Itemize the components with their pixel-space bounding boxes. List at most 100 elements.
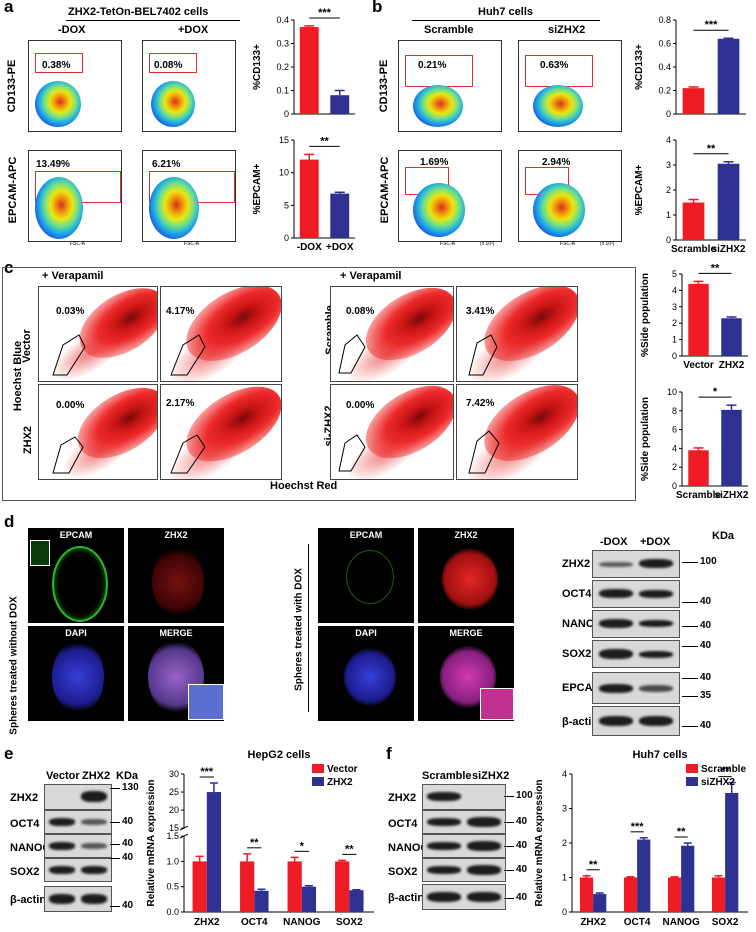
panel-e-letter: e <box>4 744 14 763</box>
row-label-vector: Vector <box>20 329 33 363</box>
flow-density-cloud <box>413 85 463 127</box>
wb-band <box>599 684 633 693</box>
y-tick-label: 0.4 <box>658 62 671 72</box>
wb-marker: 40 <box>516 864 528 875</box>
y-tick-label: 25 <box>169 787 179 797</box>
bar <box>579 877 594 912</box>
wb-f-strip-nanog <box>422 834 506 858</box>
flow-percent-a2: 0.08% <box>154 60 183 71</box>
wb-marker: 40 <box>700 640 712 651</box>
wb-marker-tick <box>682 562 698 563</box>
y-tick-label: 30 <box>169 769 179 779</box>
flow-gate <box>35 53 83 73</box>
wb-f-col-2: siZHX2 <box>472 770 510 782</box>
bar <box>192 861 207 912</box>
flow-x-axis-label: FSC-A <box>70 241 85 247</box>
wb-d-row-label: SOX2 <box>562 648 592 660</box>
flow-percent-b3: 1.69% <box>420 157 449 168</box>
micro-title: MERGE <box>159 628 193 638</box>
flow-plot-a4 <box>142 150 236 242</box>
significance-stars: ** <box>677 826 686 838</box>
micro-epcam-no-dox: EPCAM <box>28 528 124 623</box>
panel-a-title: ZHX2-TetOn-BEL7402 cells <box>68 6 209 18</box>
wb-f-strip-actin <box>422 884 506 910</box>
y-tick-label: 2 <box>562 838 567 848</box>
panel-b-title: Huh7 cells <box>478 6 534 18</box>
panel-b-col-label-2: siZHX2 <box>548 24 586 36</box>
wb-d-strip-nanog <box>592 610 680 638</box>
sphere-outline <box>346 550 394 604</box>
x-tick-label: SOX2 <box>336 917 363 928</box>
bar <box>299 27 319 114</box>
significance-stars: ** <box>721 766 730 778</box>
side-label-rule <box>308 544 309 712</box>
side-pop-gate <box>468 430 500 474</box>
wb-marker-tick <box>110 906 120 907</box>
bar <box>287 861 302 912</box>
bar-chart-a-bot: 0 5 10 15 %EPCAM+ -DOX +DOX ** <box>252 135 355 253</box>
wb-band <box>467 892 501 902</box>
wb-band <box>467 865 501 875</box>
significance-stars: ** <box>589 859 598 871</box>
bar <box>721 318 742 356</box>
wb-d-row-label: EPCAM <box>562 682 602 694</box>
wb-marker: 40 <box>516 840 528 851</box>
wb-marker-tick <box>682 626 698 627</box>
x-tick-label: ZHX2 <box>580 917 606 928</box>
wb-marker: 40 <box>516 816 528 827</box>
panel-d-letter: d <box>4 512 15 531</box>
bar <box>637 839 651 912</box>
wb-marker: 40 <box>516 892 528 903</box>
x-tick-label: Scramble <box>671 244 716 255</box>
micro-dapi-dox: DAPI <box>318 626 414 721</box>
flow-percent-a3: 13.49% <box>36 159 70 170</box>
wb-band <box>599 716 633 726</box>
micro-merge-no-dox: MERGE <box>128 626 224 721</box>
bar <box>725 792 739 912</box>
side-pop-gate <box>170 334 206 376</box>
wb-f-strip-zhx2 <box>422 784 506 810</box>
y-axis-label: Relative mRNA expression <box>534 780 545 907</box>
side-pop-gate <box>338 434 366 472</box>
wb-d-row-label: β-actin <box>562 716 599 728</box>
bar <box>301 886 317 912</box>
y-axis-label: %Side population <box>640 273 651 357</box>
wb-marker-tick <box>504 898 514 899</box>
side-pop-percent-1: 0.03% <box>56 306 85 317</box>
panel-b-row-label-1: CD133-PE <box>378 59 390 113</box>
wb-band <box>49 866 75 874</box>
wb-marker-tick <box>504 822 514 823</box>
side-pop-percent-4: 2.17% <box>166 398 195 409</box>
wb-d-row-label: ZHX2 <box>562 558 591 570</box>
legend-swatch <box>686 764 698 773</box>
panel-f-letter: f <box>386 744 392 763</box>
wb-band <box>639 559 673 568</box>
bar <box>623 877 638 912</box>
wb-band <box>639 685 673 692</box>
side-pop-plot-2 <box>160 286 282 382</box>
wb-d-col-2: +DOX <box>640 536 671 548</box>
wb-marker-tick <box>682 726 698 727</box>
bar <box>593 894 607 912</box>
wb-e-strip-actin <box>44 886 112 912</box>
flow-density-cloud <box>533 85 583 127</box>
flow-x-axis-unit: (x 10³) <box>480 241 495 247</box>
wb-f-col-1: Scramble <box>422 770 472 782</box>
sphere-stain <box>344 648 396 706</box>
wb-band <box>639 716 673 726</box>
wb-band <box>81 791 107 802</box>
y-tick-label: 2 <box>666 185 671 195</box>
micro-title: ZHX2 <box>454 530 478 540</box>
wb-marker: 40 <box>122 838 134 849</box>
side-pop-gate <box>338 334 366 374</box>
wb-band <box>467 841 501 851</box>
micro-title: ZHX2 <box>164 530 188 540</box>
flow-percent-b2: 0.63% <box>540 60 569 71</box>
legend-swatch <box>686 777 698 786</box>
bar <box>717 38 740 114</box>
x-tick-label: +DOX <box>326 242 354 253</box>
bar <box>667 877 682 912</box>
side-pop-gate <box>52 436 84 474</box>
significance-stars: * <box>713 386 718 398</box>
flow-x-axis-label: FSC-A <box>560 241 575 247</box>
